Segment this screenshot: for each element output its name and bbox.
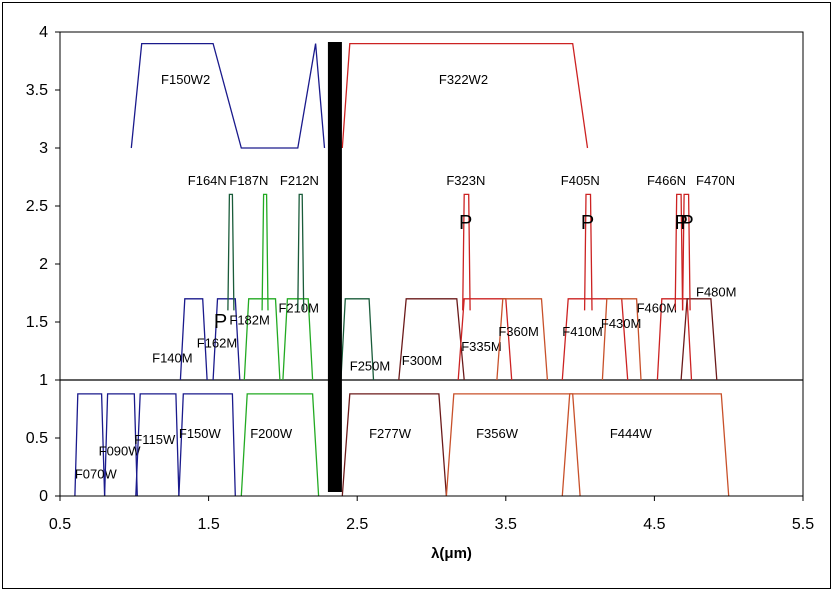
divider-bar xyxy=(327,42,342,492)
x-tick-label: 4.5 xyxy=(643,516,665,533)
filter-label-f070w: F070W xyxy=(75,467,118,482)
x-tick-label: 0.5 xyxy=(49,516,71,533)
filter-curve-f405n xyxy=(583,193,593,311)
filter-label-f277w: F277W xyxy=(369,426,412,441)
p-marker: P xyxy=(459,212,472,234)
filter-label-f162m: F162M xyxy=(197,336,237,351)
filter-curve-f470n xyxy=(681,193,691,311)
filter-label-f405n: F405N xyxy=(561,173,600,188)
filter-curve-f480m xyxy=(680,298,718,381)
y-tick-label: 3.5 xyxy=(26,82,48,99)
filter-curve-f300m xyxy=(398,298,465,381)
y-tick-label: 2 xyxy=(39,256,48,273)
filter-curve-f444w xyxy=(561,393,730,497)
y-tick-label: 2.5 xyxy=(26,198,48,215)
filter-label-f200w: F200W xyxy=(250,426,293,441)
filter-label-f480m: F480M xyxy=(696,284,736,299)
filter-label-f210m: F210M xyxy=(278,301,318,316)
filter-curve-f250m xyxy=(340,298,375,381)
filter-label-f140m: F140M xyxy=(152,351,192,366)
filter-label-f356w: F356W xyxy=(476,426,519,441)
filter-label-f466n: F466N xyxy=(647,173,686,188)
filter-curve-f115w xyxy=(135,393,180,497)
y-tick-label: 0 xyxy=(39,488,48,505)
filter-label-f323n: F323N xyxy=(446,173,485,188)
filter-curve-f322w2 xyxy=(341,42,589,149)
y-tick-label: 1.5 xyxy=(26,314,48,331)
filter-label-f150w2: F150W2 xyxy=(161,72,210,87)
filter-label-f460m: F460M xyxy=(637,301,677,316)
x-tick-label: 3.5 xyxy=(495,516,517,533)
p-marker: P xyxy=(214,311,227,333)
filter-curve-f460m xyxy=(656,298,693,381)
chart-frame xyxy=(2,2,831,589)
filter-label-f250m: F250M xyxy=(350,359,390,374)
filter-curve-f200w xyxy=(240,393,320,497)
filter-curve-f360m xyxy=(496,298,549,381)
filter-curve-f323n xyxy=(462,193,471,311)
x-tick-label: 2.5 xyxy=(346,516,368,533)
y-tick-label: 0.5 xyxy=(26,430,48,447)
filter-curve-f212n xyxy=(297,193,305,311)
filter-curve-f335m xyxy=(457,298,513,381)
filter-label-f410m: F410M xyxy=(562,324,602,339)
filter-label-f164n: F164N xyxy=(188,173,227,188)
chart-axes: 00.511.522.533.540.5 1.5 2.5 3.5 4.5 5.5 xyxy=(26,24,814,533)
filter-curve-f070w xyxy=(74,393,106,497)
plot-area xyxy=(59,31,804,497)
filter-label-f090w: F090W xyxy=(99,443,142,458)
filter-curve-f090w xyxy=(103,393,138,497)
filter-label-f444w: F444W xyxy=(610,426,653,441)
filter-curve-f187n xyxy=(261,193,269,311)
filter-label-f335m: F335M xyxy=(461,339,501,354)
filter-curve-f430m xyxy=(601,298,642,381)
x-tick-label: 5.5 xyxy=(792,516,814,533)
filter-label-f322w2: F322W2 xyxy=(439,72,488,87)
filter-curve-f150w2 xyxy=(130,42,326,149)
filter-label-f430m: F430M xyxy=(601,316,641,331)
y-tick-label: 4 xyxy=(39,24,48,41)
y-tick-label: 3 xyxy=(39,140,48,157)
filter-label-f182m: F182M xyxy=(229,312,269,327)
filter-label-f470n: F470N xyxy=(696,173,735,188)
filter-curve-f182m xyxy=(243,298,281,381)
filter-curve-f356w xyxy=(445,393,581,497)
p-marker: P xyxy=(680,212,693,234)
filter-label-f150w: F150W xyxy=(179,426,222,441)
x-axis-label: λ(μm) xyxy=(431,545,472,562)
filter-curve-f277w xyxy=(341,393,448,497)
filter-curve-f466n xyxy=(674,193,684,311)
filter-label-f360m: F360M xyxy=(498,324,538,339)
filter-label-f115w: F115W xyxy=(134,432,176,447)
y-tick-label: 1 xyxy=(39,372,48,389)
filter-label-f300m: F300M xyxy=(402,353,442,368)
filter-curve-f140m xyxy=(179,298,208,381)
filter-curve-f164n xyxy=(227,193,235,311)
filter-label-f187n: F187N xyxy=(229,173,268,188)
x-tick-label: 1.5 xyxy=(197,516,219,533)
filter-label-f212n: F212N xyxy=(280,173,319,188)
p-marker: P xyxy=(581,212,594,234)
p-marker: P xyxy=(674,212,687,234)
filter-curve-f410m xyxy=(561,298,629,381)
filter-curve-f162m xyxy=(212,298,241,381)
filter-curve-f150w xyxy=(178,393,236,497)
